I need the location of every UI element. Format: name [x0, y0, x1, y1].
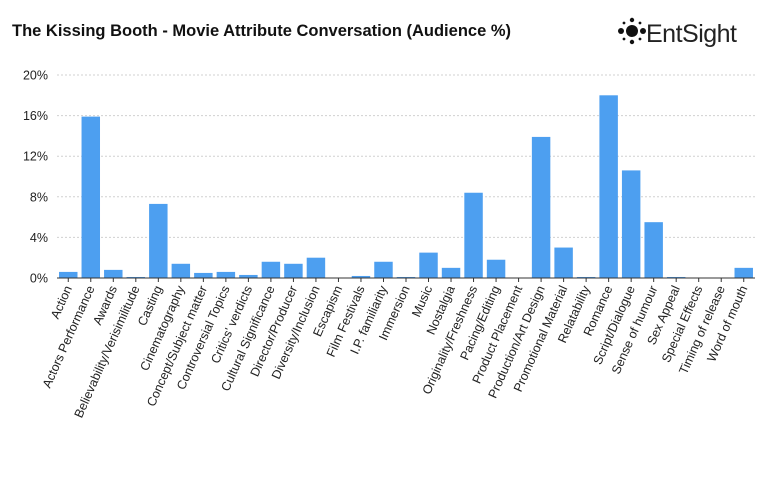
- bar: [441, 267, 461, 278]
- brand-logo: EntSight: [616, 14, 756, 54]
- dot-cluster-logo-icon: [618, 17, 646, 45]
- bar: [59, 271, 78, 278]
- bar: [239, 274, 258, 278]
- y-tick-label: 12%: [23, 150, 48, 164]
- bar: [306, 257, 326, 278]
- bar: [104, 269, 123, 278]
- y-tick-label: 0%: [30, 272, 48, 286]
- bar: [374, 261, 393, 278]
- bar: [621, 170, 641, 278]
- bar: [599, 95, 618, 278]
- brand-name: EntSight: [646, 20, 737, 48]
- y-tick-label: 4%: [30, 231, 48, 245]
- bar: [171, 263, 191, 278]
- bar: [666, 276, 686, 278]
- bar: [81, 116, 101, 279]
- y-tick-label: 8%: [30, 190, 48, 204]
- y-tick-label: 16%: [23, 109, 48, 123]
- y-tick-label: 20%: [23, 69, 48, 83]
- bar: [351, 275, 371, 278]
- bar: [486, 259, 506, 278]
- bar: [149, 203, 168, 278]
- bar: [284, 263, 303, 278]
- bar: [419, 252, 438, 278]
- bar: [554, 247, 573, 278]
- bar: [216, 271, 236, 278]
- bar: [396, 276, 416, 278]
- bar: [464, 192, 483, 278]
- bar: [531, 136, 551, 278]
- bar: [576, 276, 596, 278]
- chart-title: The Kissing Booth - Movie Attribute Conv…: [12, 22, 511, 40]
- bar: [734, 267, 753, 278]
- bar: [126, 276, 146, 278]
- bar: [194, 272, 213, 278]
- bar: [261, 261, 281, 278]
- bar: [644, 222, 663, 278]
